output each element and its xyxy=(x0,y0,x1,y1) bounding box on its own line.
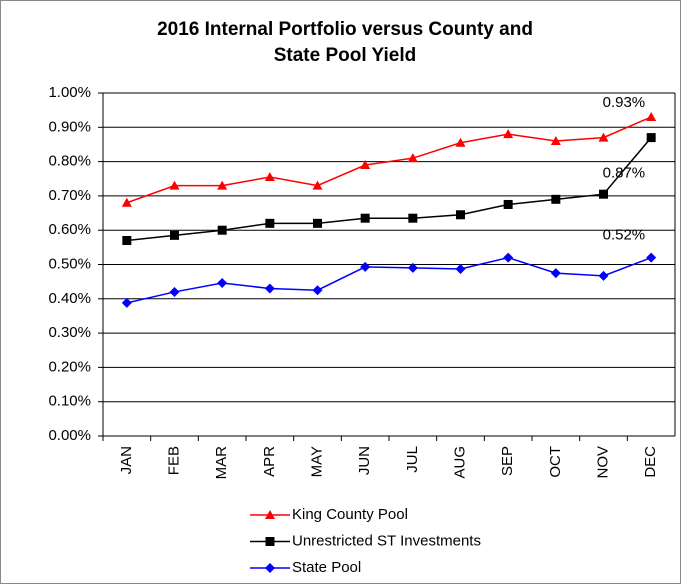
y-tick-label: 0.90% xyxy=(48,118,91,135)
marker xyxy=(503,129,514,139)
marker xyxy=(407,153,418,163)
marker xyxy=(455,263,466,274)
x-tick-label: DEC xyxy=(642,446,659,478)
data-label: 0.93% xyxy=(603,94,646,111)
marker xyxy=(550,268,561,279)
marker xyxy=(122,235,132,245)
x-tick-label: OCT xyxy=(547,446,564,478)
x-tick-label: AUG xyxy=(451,446,468,479)
marker xyxy=(551,194,561,204)
chart-title: State Pool Yield xyxy=(274,45,417,66)
marker xyxy=(264,283,275,294)
marker xyxy=(312,285,323,296)
marker xyxy=(313,218,322,228)
marker xyxy=(503,252,514,263)
legend-label: State Pool xyxy=(292,559,361,576)
marker xyxy=(121,197,132,207)
marker xyxy=(265,563,275,573)
marker xyxy=(599,189,608,199)
legend-label: King County Pool xyxy=(292,506,408,523)
marker xyxy=(264,172,275,182)
y-tick-label: 0.70% xyxy=(48,187,91,204)
y-tick-label: 0.10% xyxy=(48,393,91,410)
marker xyxy=(456,210,465,220)
y-tick-label: 0.30% xyxy=(48,324,91,341)
marker xyxy=(598,270,609,281)
marker xyxy=(312,180,323,190)
x-tick-label: MAY xyxy=(308,446,325,477)
y-tick-label: 0.00% xyxy=(48,427,91,444)
marker xyxy=(265,537,275,546)
x-tick-label: MAR xyxy=(213,446,230,480)
marker xyxy=(121,297,132,308)
data-label: 0.87% xyxy=(603,165,646,182)
series-line xyxy=(126,256,652,304)
marker xyxy=(550,136,561,146)
marker xyxy=(455,137,466,147)
marker xyxy=(169,286,180,297)
x-tick-label: APR xyxy=(261,446,278,477)
marker xyxy=(646,252,657,263)
series-line xyxy=(126,116,652,204)
marker xyxy=(217,278,228,289)
marker xyxy=(360,160,371,170)
marker xyxy=(407,262,418,273)
marker xyxy=(217,180,228,190)
x-tick-label: FEB xyxy=(165,446,182,475)
series-line xyxy=(126,137,652,242)
x-tick-label: JUL xyxy=(404,446,421,473)
data-label: 0.52% xyxy=(603,227,646,244)
chart-title: 2016 Internal Portfolio versus County an… xyxy=(157,19,533,40)
y-tick-label: 0.80% xyxy=(48,153,91,170)
x-tick-label: JUN xyxy=(356,446,373,475)
x-tick-label: NOV xyxy=(594,446,611,479)
marker xyxy=(598,132,609,142)
x-tick-label: JAN xyxy=(118,446,135,474)
marker xyxy=(408,213,418,223)
marker xyxy=(360,261,371,272)
y-tick-label: 0.20% xyxy=(48,358,91,375)
marker xyxy=(170,230,179,240)
y-tick-label: 0.60% xyxy=(48,221,91,238)
marker xyxy=(503,199,513,209)
y-tick-label: 0.50% xyxy=(48,255,91,272)
x-tick-label: SEP xyxy=(499,446,516,476)
marker xyxy=(265,510,275,519)
marker xyxy=(265,218,275,228)
marker xyxy=(217,225,227,235)
y-tick-label: 1.00% xyxy=(48,84,91,101)
y-tick-label: 0.40% xyxy=(48,290,91,307)
legend-label: Unrestricted ST Investments xyxy=(292,532,481,549)
marker xyxy=(646,112,657,122)
marker xyxy=(169,180,180,190)
marker xyxy=(360,213,370,223)
marker xyxy=(646,133,656,143)
